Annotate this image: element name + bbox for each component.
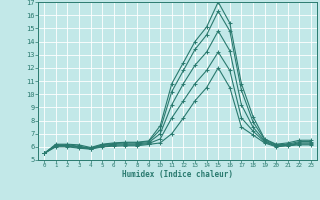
X-axis label: Humidex (Indice chaleur): Humidex (Indice chaleur)	[122, 170, 233, 179]
